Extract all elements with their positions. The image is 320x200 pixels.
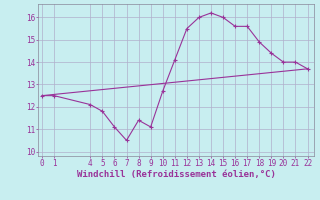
X-axis label: Windchill (Refroidissement éolien,°C): Windchill (Refroidissement éolien,°C) — [76, 170, 276, 179]
